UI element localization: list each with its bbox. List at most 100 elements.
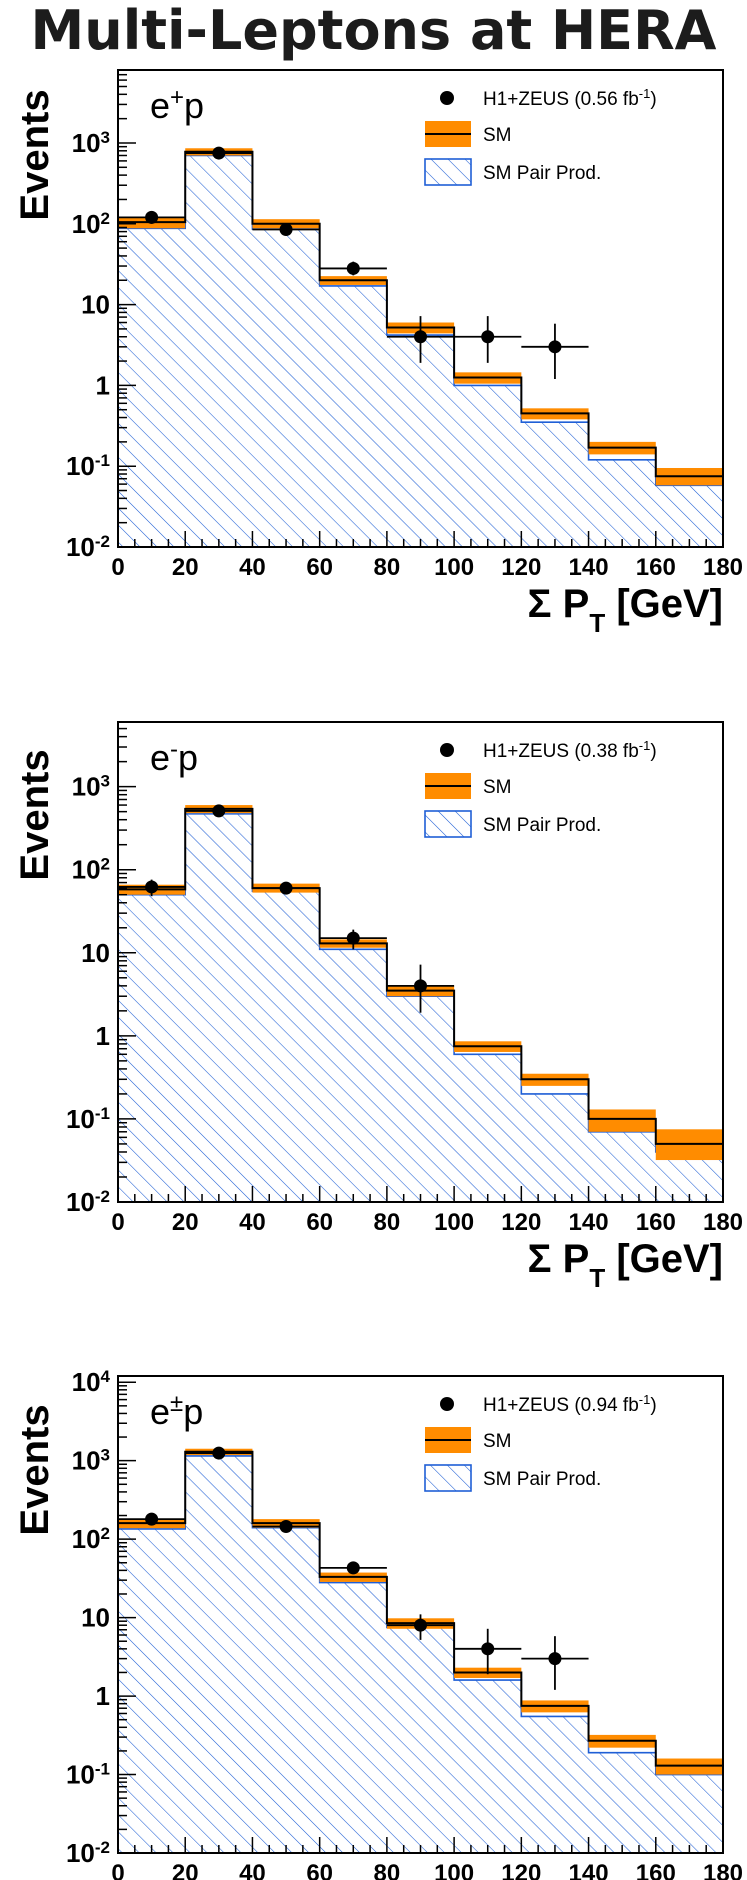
legend-entry-pair: SM Pair Prod. [424,810,601,838]
legend-sm-label: SM [483,777,512,798]
page-title: Multi-Leptons at HERA [30,0,717,62]
x-tick-label: 80 [374,554,401,581]
data-point [252,222,320,236]
data-marker [212,804,226,818]
chart-panel-3: 0 20 40 60 80 100 120 140 160 18010-210-111010210… [13,1367,743,1880]
data-marker [279,222,293,236]
x-tick-label: 120 [501,1860,541,1880]
y-tick-label: 10 [81,290,110,320]
plot-area [118,1446,723,1853]
data-marker [212,1446,226,1460]
y-tick-label: 102 [72,208,110,239]
data-marker [346,1561,360,1575]
data-marker [279,881,293,895]
data-point [319,261,387,276]
y-axis-title: Events [13,1404,57,1535]
data-point [386,316,455,363]
x-tick-label: 180 [703,1860,743,1880]
data-point [319,1561,387,1575]
legend-pair-label: SM Pair Prod. [483,815,601,836]
data-point [521,1636,589,1690]
y-tick-label: 102 [72,854,110,885]
x-tick-label: 0 [111,1860,124,1880]
y-axis-title: Events [13,89,57,220]
x-tick-label: 100 [434,1209,474,1236]
data-marker [212,146,226,160]
y-tick-label: 1 [96,370,110,400]
x-axis-title: Σ PT [GeV] [528,582,723,638]
data-point [185,146,253,160]
legend-data-label: H1+ZEUS (0.56 fb-1) [483,86,657,111]
x-tick-label: 100 [434,554,474,581]
plot-area [118,804,723,1202]
y-tick-label: 103 [72,1445,110,1476]
x-tick-label: 140 [569,1860,609,1880]
legend-data-marker [440,91,454,105]
x-tick-label: 180 [703,1209,743,1236]
x-tick-label: 60 [306,1860,333,1880]
x-tick-label: 20 [172,554,199,581]
data-marker [346,261,360,275]
x-tick-label: 100 [434,1860,474,1880]
legend-pair-swatch [424,1464,472,1492]
data-point [252,881,320,895]
legend-entry-sm: SM [425,1427,512,1453]
legend-sm-label: SM [483,125,512,146]
data-marker [414,979,427,993]
panel-label: e±p [150,1390,203,1433]
legend-entry-data: H1+ZEUS (0.38 fb-1) [440,738,657,762]
x-axis-title: Σ PT [GeV] [528,1237,723,1293]
chart-panel-2: 0 20 40 60 80 100 120 140 160 18010-210-111010210… [13,721,743,1293]
y-tick-label: 1 [96,1681,110,1711]
data-marker [414,1618,427,1632]
x-tick-label: 40 [239,1860,266,1880]
legend-entry-pair: SM Pair Prod. [424,158,601,186]
data-marker [548,1652,562,1666]
legend-entry-sm: SM [425,121,512,147]
legend: H1+ZEUS (0.38 fb-1) SM SM Pair Prod. [424,738,657,838]
x-tick-label: 20 [172,1860,199,1880]
y-axis: 10-2 10-1 1 10 102 103 [66,69,136,562]
data-marker [548,340,562,354]
x-tick-label: 120 [501,554,541,581]
data-point [521,323,589,379]
pair-production-histogram [118,1455,723,1853]
legend-pair-label: SM Pair Prod. [483,163,601,184]
x-tick-label: 0 [111,1209,124,1236]
legend-pair-swatch [424,158,472,186]
data-marker [346,931,360,945]
data-point [454,316,522,363]
data-point [319,929,387,950]
panel-label: e-p [150,736,198,779]
data-point [386,964,455,1013]
legend-data-marker [440,1397,454,1411]
data-marker [279,1519,293,1533]
legend-entry-data: H1+ZEUS (0.94 fb-1) [440,1392,657,1416]
y-tick-label: 10-1 [66,1103,110,1134]
sm-band-bin-8 [588,1109,656,1132]
data-marker [481,1642,495,1656]
legend-pair-label: SM Pair Prod. [483,1469,601,1490]
data-marker [145,1512,159,1526]
legend-pair-swatch [424,810,472,838]
legend-entry-pair: SM Pair Prod. [424,1464,601,1492]
x-tick-label: 160 [636,1860,676,1880]
x-tick-label: 80 [374,1860,401,1880]
x-axis: 0 20 40 60 80 100 120 140 160 180 [111,1186,743,1236]
x-tick-label: 60 [306,554,333,581]
x-tick-label: 180 [703,554,743,581]
legend: H1+ZEUS (0.56 fb-1) SM SM Pair Prod. [424,86,657,186]
x-tick-label: 80 [374,1209,401,1236]
x-tick-label: 120 [501,1209,541,1236]
data-marker [145,880,159,894]
legend-entry-data: H1+ZEUS (0.56 fb-1) [440,86,657,111]
panel-label: e+p [150,84,204,127]
y-axis: 10-2 10-1 1 10 102 103 [66,721,136,1217]
legend-entry-sm: SM [425,773,512,799]
x-tick-label: 40 [239,1209,266,1236]
y-axis-title: Events [13,749,57,880]
data-point [386,1614,455,1640]
y-tick-label: 10 [81,1603,110,1633]
data-point [118,210,186,224]
